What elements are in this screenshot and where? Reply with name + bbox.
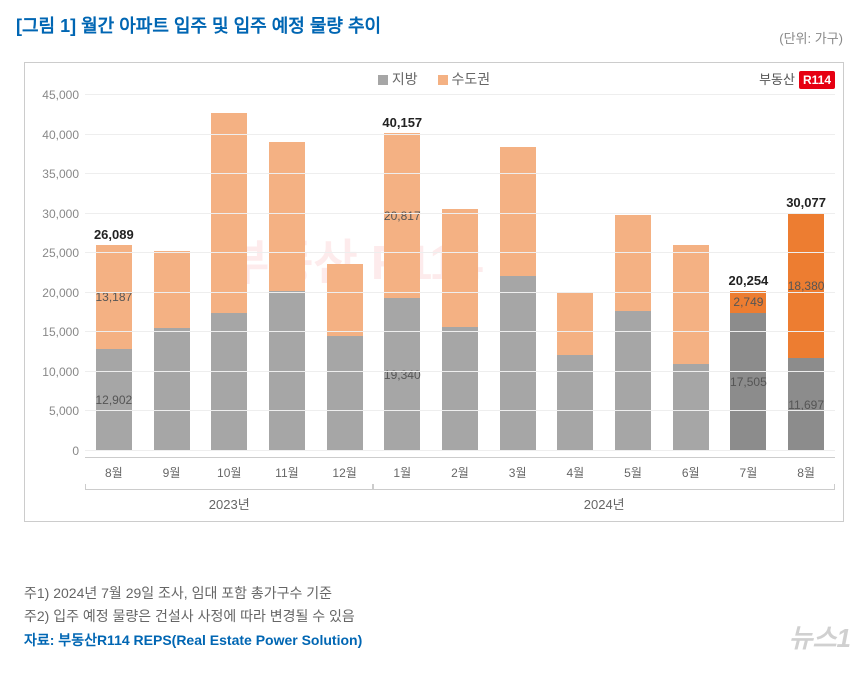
y-tick-label: 45,000 (29, 88, 79, 102)
y-tick-label: 0 (29, 444, 79, 458)
x-tick-label: 2월 (431, 457, 489, 481)
y-tick-label: 25,000 (29, 246, 79, 260)
bar-total-label: 30,077 (766, 195, 846, 210)
bar-segment-series2 (557, 292, 593, 354)
legend-item-series2: 수도권 (438, 71, 491, 87)
bar-segment-series2 (442, 209, 478, 327)
gridline (85, 450, 835, 451)
legend-label-series1: 지방 (392, 71, 418, 87)
y-tick-label: 20,000 (29, 286, 79, 300)
brand-logo: 부동산 R114 (759, 69, 835, 89)
plot-area: 26,08912,90213,187 40,15719,34020,817 20,2… (85, 95, 835, 451)
legend-item-series1: 지방 (378, 71, 422, 87)
footnote-2: 주2) 입주 예정 물량은 건설사 사정에 따라 변경될 수 있음 (24, 605, 362, 629)
bar-value-label-series2: 20,817 (367, 209, 437, 223)
bar-segment-series1 (154, 328, 190, 451)
y-tick-label: 35,000 (29, 167, 79, 181)
bar-column (316, 95, 374, 451)
bar-column: 40,15719,34020,817 (373, 95, 431, 451)
bar-stack (673, 245, 709, 451)
bars-row: 26,08912,90213,187 40,15719,34020,817 20,2… (85, 95, 835, 451)
gridline (85, 292, 835, 293)
x-tick-label: 8월 (777, 457, 835, 481)
bar-stack (615, 215, 651, 451)
gridline (85, 252, 835, 253)
bar-segment-series1 (211, 313, 247, 451)
bar-segment-series2 (269, 142, 305, 292)
y-tick-label: 10,000 (29, 365, 79, 379)
bar-segment-series1 (500, 276, 536, 451)
brand-badge: R114 (799, 71, 835, 89)
gridline (85, 410, 835, 411)
x-tick-label: 11월 (258, 457, 316, 481)
bar-segment-series1 (327, 336, 363, 452)
bar-column (604, 95, 662, 451)
bar-value-label-series2: 2,749 (713, 295, 783, 309)
brand-text: 부동산 (759, 72, 795, 87)
y-tick-label: 5,000 (29, 404, 79, 418)
bar-segment-series1 (442, 327, 478, 451)
bar-segment-series2 (327, 264, 363, 336)
footnote-1: 주1) 2024년 7월 29일 조사, 임대 포함 총가구수 기준 (24, 582, 362, 606)
gridline (85, 371, 835, 372)
bar-stack (442, 209, 478, 451)
gridline (85, 213, 835, 214)
legend-label-series2: 수도권 (452, 71, 491, 87)
bar-segment-series2 (615, 215, 651, 311)
bar-column (200, 95, 258, 451)
x-tick-label: 10월 (200, 457, 258, 481)
gridline (85, 134, 835, 135)
x-axis: 8월9월10월11월12월1월2월3월4월5월6월7월8월 (85, 457, 835, 481)
news1-watermark: 뉴스1 (789, 618, 851, 655)
x-tick-label: 4월 (547, 457, 605, 481)
bar-stack (211, 113, 247, 451)
legend-swatch-series1 (378, 75, 388, 85)
x-tick-label: 7월 (720, 457, 778, 481)
x-tick-label: 12월 (316, 457, 374, 481)
legend-swatch-series2 (438, 75, 448, 85)
source-line: 자료: 부동산R114 REPS(Real Estate Power Solut… (24, 629, 362, 653)
legend: 지방 수도권 (25, 69, 843, 89)
gridline (85, 173, 835, 174)
x-group-label: 2023년 (85, 489, 373, 513)
bar-stack (269, 142, 305, 451)
chart-title: [그림 1] 월간 아파트 입주 및 입주 예정 물량 추이 (16, 12, 847, 38)
bar-segment-series1 (673, 364, 709, 451)
bar-stack: 26,08912,90213,187 (96, 245, 132, 451)
chart-footer: 주1) 2024년 7월 29일 조사, 임대 포함 총가구수 기준 주2) 입… (24, 582, 362, 653)
gridline (85, 94, 835, 95)
chart-container: 지방 수도권 부동산 R114 부동산 R114 26,08912,90213,1… (24, 62, 844, 522)
bar-value-label-series2: 18,380 (771, 279, 841, 293)
bar-value-label-series1: 17,505 (713, 375, 783, 389)
bar-segment-series2 (154, 251, 190, 328)
y-tick-label: 40,000 (29, 128, 79, 142)
bar-column (547, 95, 605, 451)
bar-column (258, 95, 316, 451)
y-tick-label: 15,000 (29, 325, 79, 339)
bar-stack (500, 147, 536, 451)
x-tick-label: 5월 (604, 457, 662, 481)
x-tick-label: 6월 (662, 457, 720, 481)
x-tick-label: 8월 (85, 457, 143, 481)
bar-stack (154, 251, 190, 451)
x-group-label: 2024년 (373, 489, 835, 513)
x-tick-label: 9월 (143, 457, 201, 481)
gridline (85, 331, 835, 332)
bar-column: 26,08912,90213,187 (85, 95, 143, 451)
bar-column (143, 95, 201, 451)
bar-column (489, 95, 547, 451)
x-tick-label: 3월 (489, 457, 547, 481)
x-tick-label: 1월 (373, 457, 431, 481)
bar-value-label-series1: 19,340 (367, 368, 437, 382)
bar-value-label-series1: 12,902 (79, 393, 149, 407)
x-axis-groups: 2023년2024년 (85, 489, 835, 513)
bar-column (431, 95, 489, 451)
bar-segment-series1 (557, 355, 593, 452)
y-tick-label: 30,000 (29, 207, 79, 221)
unit-label: (단위: 가구) (779, 28, 843, 47)
bar-column: 20,25417,5052,749 (720, 95, 778, 451)
bar-column: 30,07711,69718,380 (777, 95, 835, 451)
bar-segment-series2 (673, 245, 709, 364)
